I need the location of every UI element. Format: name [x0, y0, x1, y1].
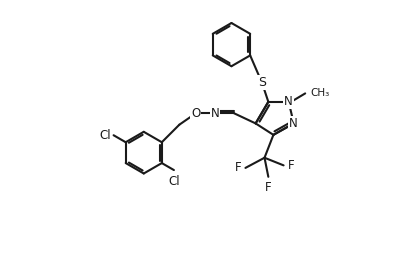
Text: O: O — [191, 107, 201, 120]
Text: CH₃: CH₃ — [310, 88, 330, 98]
Text: Cl: Cl — [99, 129, 111, 142]
Text: N: N — [284, 95, 293, 108]
Text: N: N — [210, 107, 219, 120]
Text: F: F — [265, 181, 271, 194]
Text: Cl: Cl — [168, 175, 180, 188]
Text: S: S — [258, 76, 266, 89]
Text: N: N — [289, 117, 298, 130]
Text: F: F — [287, 159, 294, 172]
Text: F: F — [235, 161, 242, 175]
